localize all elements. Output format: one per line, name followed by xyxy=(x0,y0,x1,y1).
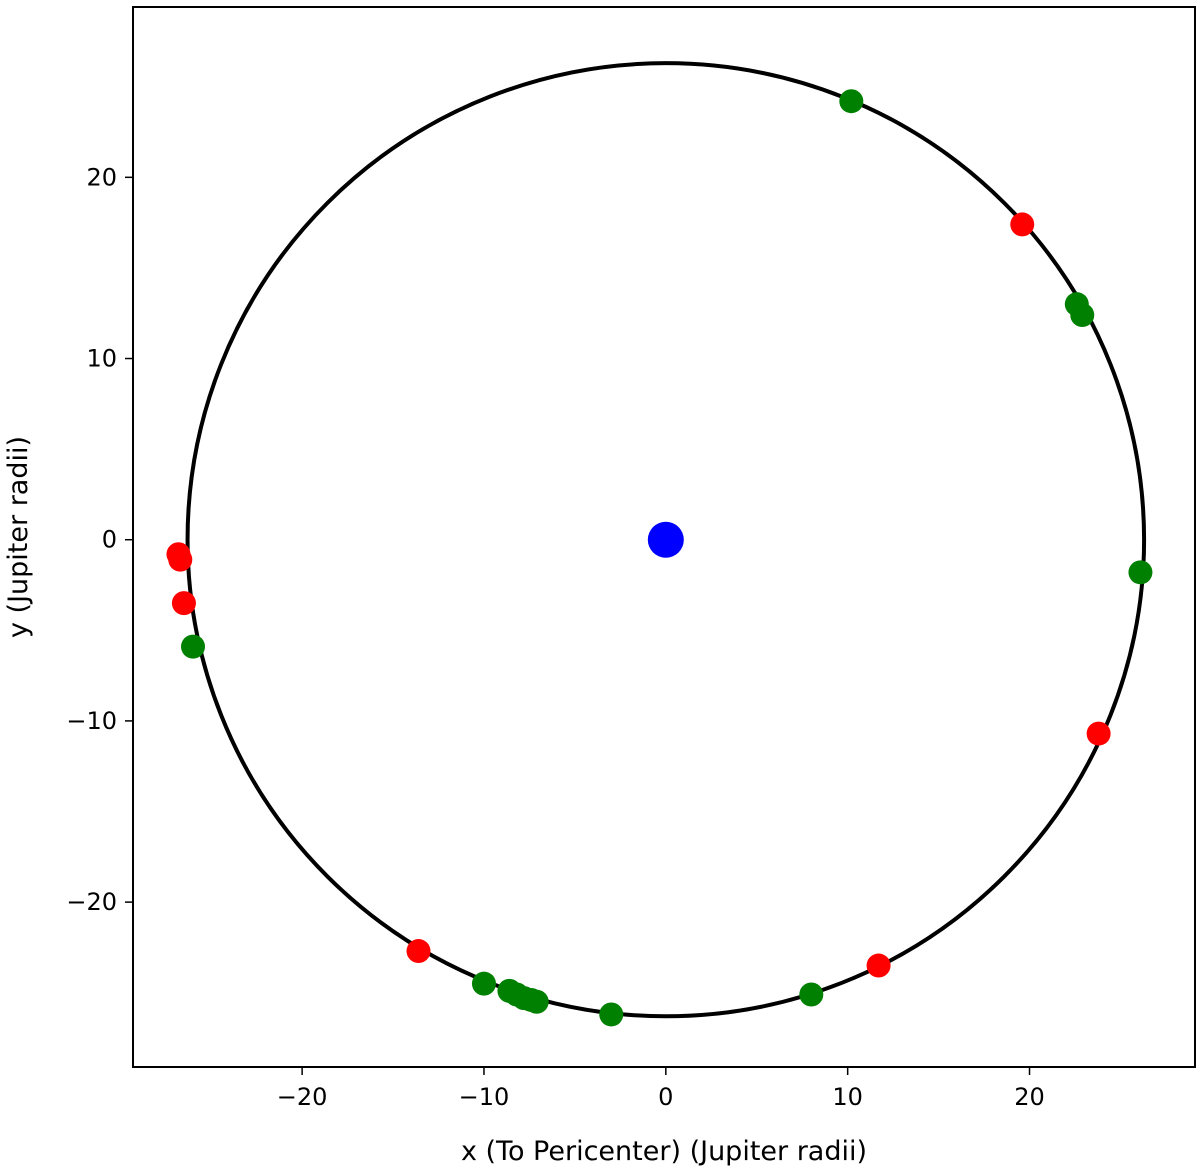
data-point xyxy=(1128,560,1153,585)
x-tick-label: 20 xyxy=(1014,1083,1045,1111)
x-tick-label: −10 xyxy=(459,1083,510,1111)
plot-frame xyxy=(132,6,1196,1068)
y-tick-label: 20 xyxy=(86,163,117,191)
y-tick-label: 10 xyxy=(86,345,117,373)
y-tick-label: −10 xyxy=(66,707,117,735)
data-point xyxy=(1070,303,1095,328)
data-point xyxy=(171,591,196,616)
y-axis-label: y (Jupiter radii) xyxy=(3,436,34,638)
x-tick-label: 0 xyxy=(658,1083,673,1111)
data-point xyxy=(1086,721,1111,746)
x-tick-label: −20 xyxy=(277,1083,328,1111)
data-point xyxy=(1010,212,1035,237)
data-point xyxy=(524,989,549,1014)
jupiter-marker xyxy=(647,521,684,558)
y-tick-label: 0 xyxy=(102,526,117,554)
x-tick-label: 10 xyxy=(832,1083,863,1111)
data-point xyxy=(839,89,864,114)
data-point xyxy=(799,982,824,1007)
data-point xyxy=(168,547,193,572)
data-point xyxy=(599,1002,624,1027)
y-tick-label: −20 xyxy=(66,888,117,916)
orbit-circle xyxy=(185,61,1147,1019)
data-point xyxy=(406,939,431,964)
data-point xyxy=(181,634,206,659)
data-point xyxy=(471,971,496,996)
data-point xyxy=(866,953,891,978)
y-axis-ticks: 20 10 0 −10 −20 xyxy=(66,163,133,916)
x-axis-ticks: −20 −10 0 10 20 xyxy=(277,1067,1045,1111)
plot-area xyxy=(166,61,1153,1027)
x-axis-label: x (To Pericenter) (Jupiter radii) xyxy=(461,1136,867,1167)
